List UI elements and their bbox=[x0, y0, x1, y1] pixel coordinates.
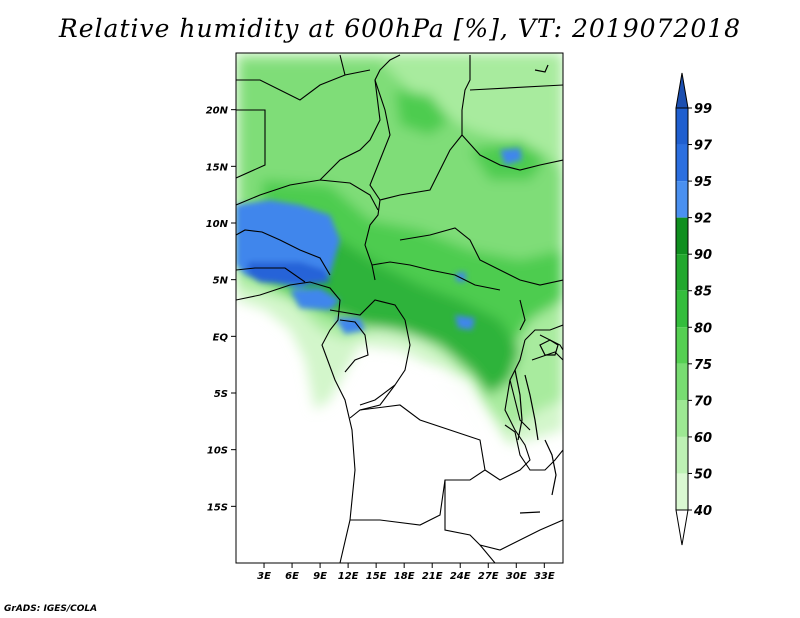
colorbar-segment bbox=[676, 327, 688, 364]
map-frame bbox=[235, 52, 564, 564]
lat-tick-label: EQ bbox=[213, 332, 229, 343]
colorbar-label: 40 bbox=[693, 504, 712, 519]
colorbar-frame bbox=[675, 107, 689, 511]
colorbar-top-arrow bbox=[675, 72, 689, 109]
colorbar-segment bbox=[676, 217, 688, 255]
colorbar-segment bbox=[676, 400, 688, 437]
colorbar-bottom-arrow bbox=[675, 509, 689, 546]
colorbar-label: 85 bbox=[694, 285, 712, 300]
lat-tick-label: 15S bbox=[207, 502, 228, 513]
credit-label: GrADS: IGES/COLA bbox=[4, 604, 98, 614]
lat-tick-label: 5S bbox=[214, 389, 228, 400]
map-title: Relative humidity at 600hPa [%], VT: 201… bbox=[58, 14, 742, 43]
lon-tick-label: 30E bbox=[506, 571, 527, 582]
colorbar-segment bbox=[676, 436, 688, 474]
lat-tick-label: 10S bbox=[207, 446, 228, 457]
lon-tick-label: 3E bbox=[257, 571, 271, 582]
colorbar-label: 70 bbox=[694, 394, 712, 409]
colorbar-label: 75 bbox=[694, 358, 712, 373]
lon-tick-label: 33E bbox=[534, 571, 555, 582]
colorbar-segment bbox=[676, 473, 688, 510]
colorbar-segment bbox=[676, 290, 688, 328]
lat-tick-label: 20N bbox=[206, 106, 229, 117]
colorbar: 99 97 95 92 90 85 80 75 70 60 50 40 bbox=[675, 72, 713, 546]
colorbar-label: 92 bbox=[694, 212, 712, 227]
lon-tick-label: 24E bbox=[450, 571, 471, 582]
colorbar-segment bbox=[676, 108, 688, 145]
lon-tick-label: 6E bbox=[285, 571, 299, 582]
colorbar-label: 60 bbox=[694, 431, 712, 446]
lon-tick-label: 9E bbox=[313, 571, 327, 582]
lon-tick-label: 27E bbox=[478, 571, 499, 582]
colorbar-label: 95 bbox=[694, 175, 712, 190]
lat-tick-label: 10N bbox=[206, 219, 229, 230]
lon-tick-label: 15E bbox=[366, 571, 387, 582]
axis-ticks: 20N 15N 10N 5N EQ 5S 10S 15S 3E 6E 9E 12E 15E 18E 21E 2… bbox=[206, 106, 555, 582]
colorbar-label: 97 bbox=[694, 139, 713, 154]
colorbar-label: 99 bbox=[694, 102, 712, 117]
lat-tick-label: 5N bbox=[213, 276, 229, 287]
lon-tick-label: 12E bbox=[338, 571, 359, 582]
colorbar-segment bbox=[676, 144, 688, 182]
humidity-field bbox=[236, 53, 563, 563]
lat-tick-label: 15N bbox=[206, 162, 229, 173]
colorbar-label: 80 bbox=[694, 321, 712, 336]
colorbar-segment bbox=[676, 254, 688, 291]
colorbar-label: 50 bbox=[694, 467, 712, 482]
colorbar-label: 90 bbox=[694, 248, 712, 263]
lon-tick-label: 18E bbox=[394, 571, 415, 582]
lon-tick-label: 21E bbox=[422, 571, 443, 582]
colorbar-segment bbox=[676, 363, 688, 401]
colorbar-segment bbox=[676, 181, 688, 218]
